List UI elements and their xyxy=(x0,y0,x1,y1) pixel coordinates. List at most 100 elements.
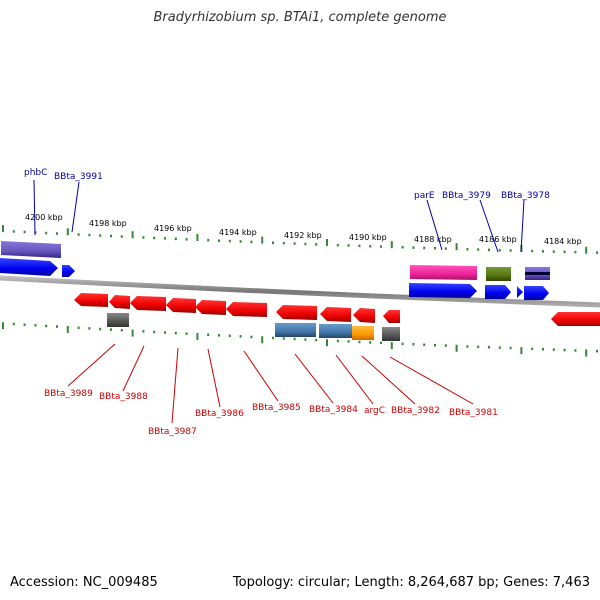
gene-phbC-purple[interactable] xyxy=(1,241,61,258)
minor-tick xyxy=(228,239,231,243)
minor-tick xyxy=(563,250,566,254)
minor-tick xyxy=(347,340,350,343)
minor-tick xyxy=(466,345,469,348)
gene-BBta_3982-gray[interactable] xyxy=(382,327,400,341)
gene-BBta_3984-arrow[interactable] xyxy=(276,305,317,320)
minor-tick xyxy=(542,250,544,253)
minor-tick xyxy=(272,336,274,340)
gene-BBta_3984-steel[interactable] xyxy=(319,324,352,338)
major-tick xyxy=(66,326,69,333)
minor-tick xyxy=(142,236,145,239)
gene-parE-pink[interactable] xyxy=(410,265,477,280)
gene-BBta_3986-arrow[interactable] xyxy=(166,298,196,313)
major-tick xyxy=(261,336,264,344)
minor-tick xyxy=(153,330,156,334)
minor-tick xyxy=(498,346,501,349)
minor-tick xyxy=(369,341,372,344)
scale-labels: 4200 kbp 4198 kbp 4196 kbp 4194 kbp 4192… xyxy=(25,213,582,246)
gene-label[interactable]: BBta_3987 xyxy=(148,427,197,437)
major-tick xyxy=(326,239,328,246)
minor-tick xyxy=(369,245,372,248)
minor-tick xyxy=(164,237,166,240)
gene-BBta_3982-arrow[interactable] xyxy=(353,308,375,323)
gene-label[interactable]: BBta_3991 xyxy=(54,172,103,182)
minor-tick xyxy=(315,338,318,342)
major-tick xyxy=(196,333,199,340)
minor-tick xyxy=(23,230,26,234)
minor-tick xyxy=(477,248,480,251)
minor-tick xyxy=(542,348,544,351)
gene-label[interactable]: BBta_3986 xyxy=(195,409,244,419)
gene-label[interactable]: BBta_3988 xyxy=(99,392,148,402)
minor-tick xyxy=(12,230,15,233)
gene-label[interactable]: BBta_3982 xyxy=(391,406,440,416)
page-title: Bradyrhizobium sp. BTAi1, complete genom… xyxy=(153,10,447,25)
minor-tick xyxy=(120,329,123,332)
minor-tick xyxy=(185,238,188,241)
gene-argC-arrow[interactable] xyxy=(320,307,351,322)
minor-tick xyxy=(250,240,253,244)
minor-tick xyxy=(77,326,80,330)
minor-tick xyxy=(304,338,307,341)
gene-label[interactable]: BBta_3984 xyxy=(309,405,358,415)
gene-BBta_3981-arrow[interactable] xyxy=(383,310,400,323)
gene-label[interactable]: BBta_3981 xyxy=(449,408,498,418)
upper-tick-row xyxy=(2,225,598,254)
gene-BBta_3979-olive[interactable] xyxy=(486,267,511,281)
gene-BBta_3985-steel[interactable] xyxy=(275,323,316,337)
minor-tick xyxy=(531,249,534,253)
accession-text: Accession: NC_009485 xyxy=(10,575,158,590)
minor-tick xyxy=(434,343,436,347)
minor-tick xyxy=(423,246,426,250)
gene-BBta_3978-small-arrow[interactable] xyxy=(517,286,523,298)
scale-tick-label: 4188 kbp xyxy=(414,235,452,244)
minor-tick xyxy=(207,238,210,242)
minor-tick xyxy=(412,343,415,346)
gene-label[interactable]: BBta_3978 xyxy=(501,191,550,201)
minor-tick xyxy=(239,240,242,243)
minor-tick xyxy=(185,332,188,335)
gene-far-right-arrow[interactable] xyxy=(551,312,600,326)
minor-tick xyxy=(23,323,26,326)
scale-tick-label: 4194 kbp xyxy=(219,228,257,237)
minor-tick xyxy=(45,324,48,328)
minor-tick xyxy=(272,241,274,244)
minor-tick xyxy=(88,327,91,330)
minor-tick xyxy=(488,346,490,349)
minor-tick xyxy=(304,242,307,246)
gene-BBta_3985-arrow[interactable] xyxy=(226,302,267,317)
minor-tick xyxy=(423,343,426,346)
gene-BBta_3991-arrow[interactable] xyxy=(62,265,75,277)
gene-label[interactable]: BBta_3985 xyxy=(252,403,301,413)
gene-phbC-arrow[interactable] xyxy=(0,258,58,276)
minor-tick xyxy=(250,335,253,339)
gene-BBta_3986-arrow-2[interactable] xyxy=(195,300,226,315)
gene-parE-arrow[interactable] xyxy=(409,283,477,298)
lower-track-genes xyxy=(74,293,600,341)
gene-BBta_3989-arrow[interactable] xyxy=(74,293,108,307)
gene-BBta_3979-arrow[interactable] xyxy=(485,285,511,299)
minor-tick xyxy=(444,344,447,347)
minor-tick xyxy=(358,244,361,248)
gene-label[interactable]: argC xyxy=(364,406,385,416)
gene-labels-bottom: BBta_3989 BBta_3988 BBta_3987 BBta_3986 … xyxy=(44,389,498,437)
gene-BBta_3987-arrow[interactable] xyxy=(130,296,166,311)
gene-BBta_3988-arrow[interactable] xyxy=(109,295,130,309)
gene-argC-orange[interactable] xyxy=(352,326,374,340)
minor-tick xyxy=(336,339,339,343)
minor-tick xyxy=(99,327,102,331)
minor-tick xyxy=(434,247,436,250)
gene-BBta_3978-arrow[interactable] xyxy=(524,286,549,300)
gene-label[interactable]: phbC xyxy=(24,168,47,178)
minor-tick xyxy=(596,349,598,353)
minor-tick xyxy=(477,345,480,349)
minor-tick xyxy=(239,335,242,338)
upper-track-genes xyxy=(0,241,550,300)
gene-BBta_3988-gray[interactable] xyxy=(107,313,129,327)
gene-label[interactable]: BBta_3989 xyxy=(44,389,93,399)
gene-label[interactable]: parE xyxy=(414,191,435,201)
gene-label[interactable]: BBta_3979 xyxy=(442,191,491,201)
minor-tick xyxy=(315,243,318,246)
